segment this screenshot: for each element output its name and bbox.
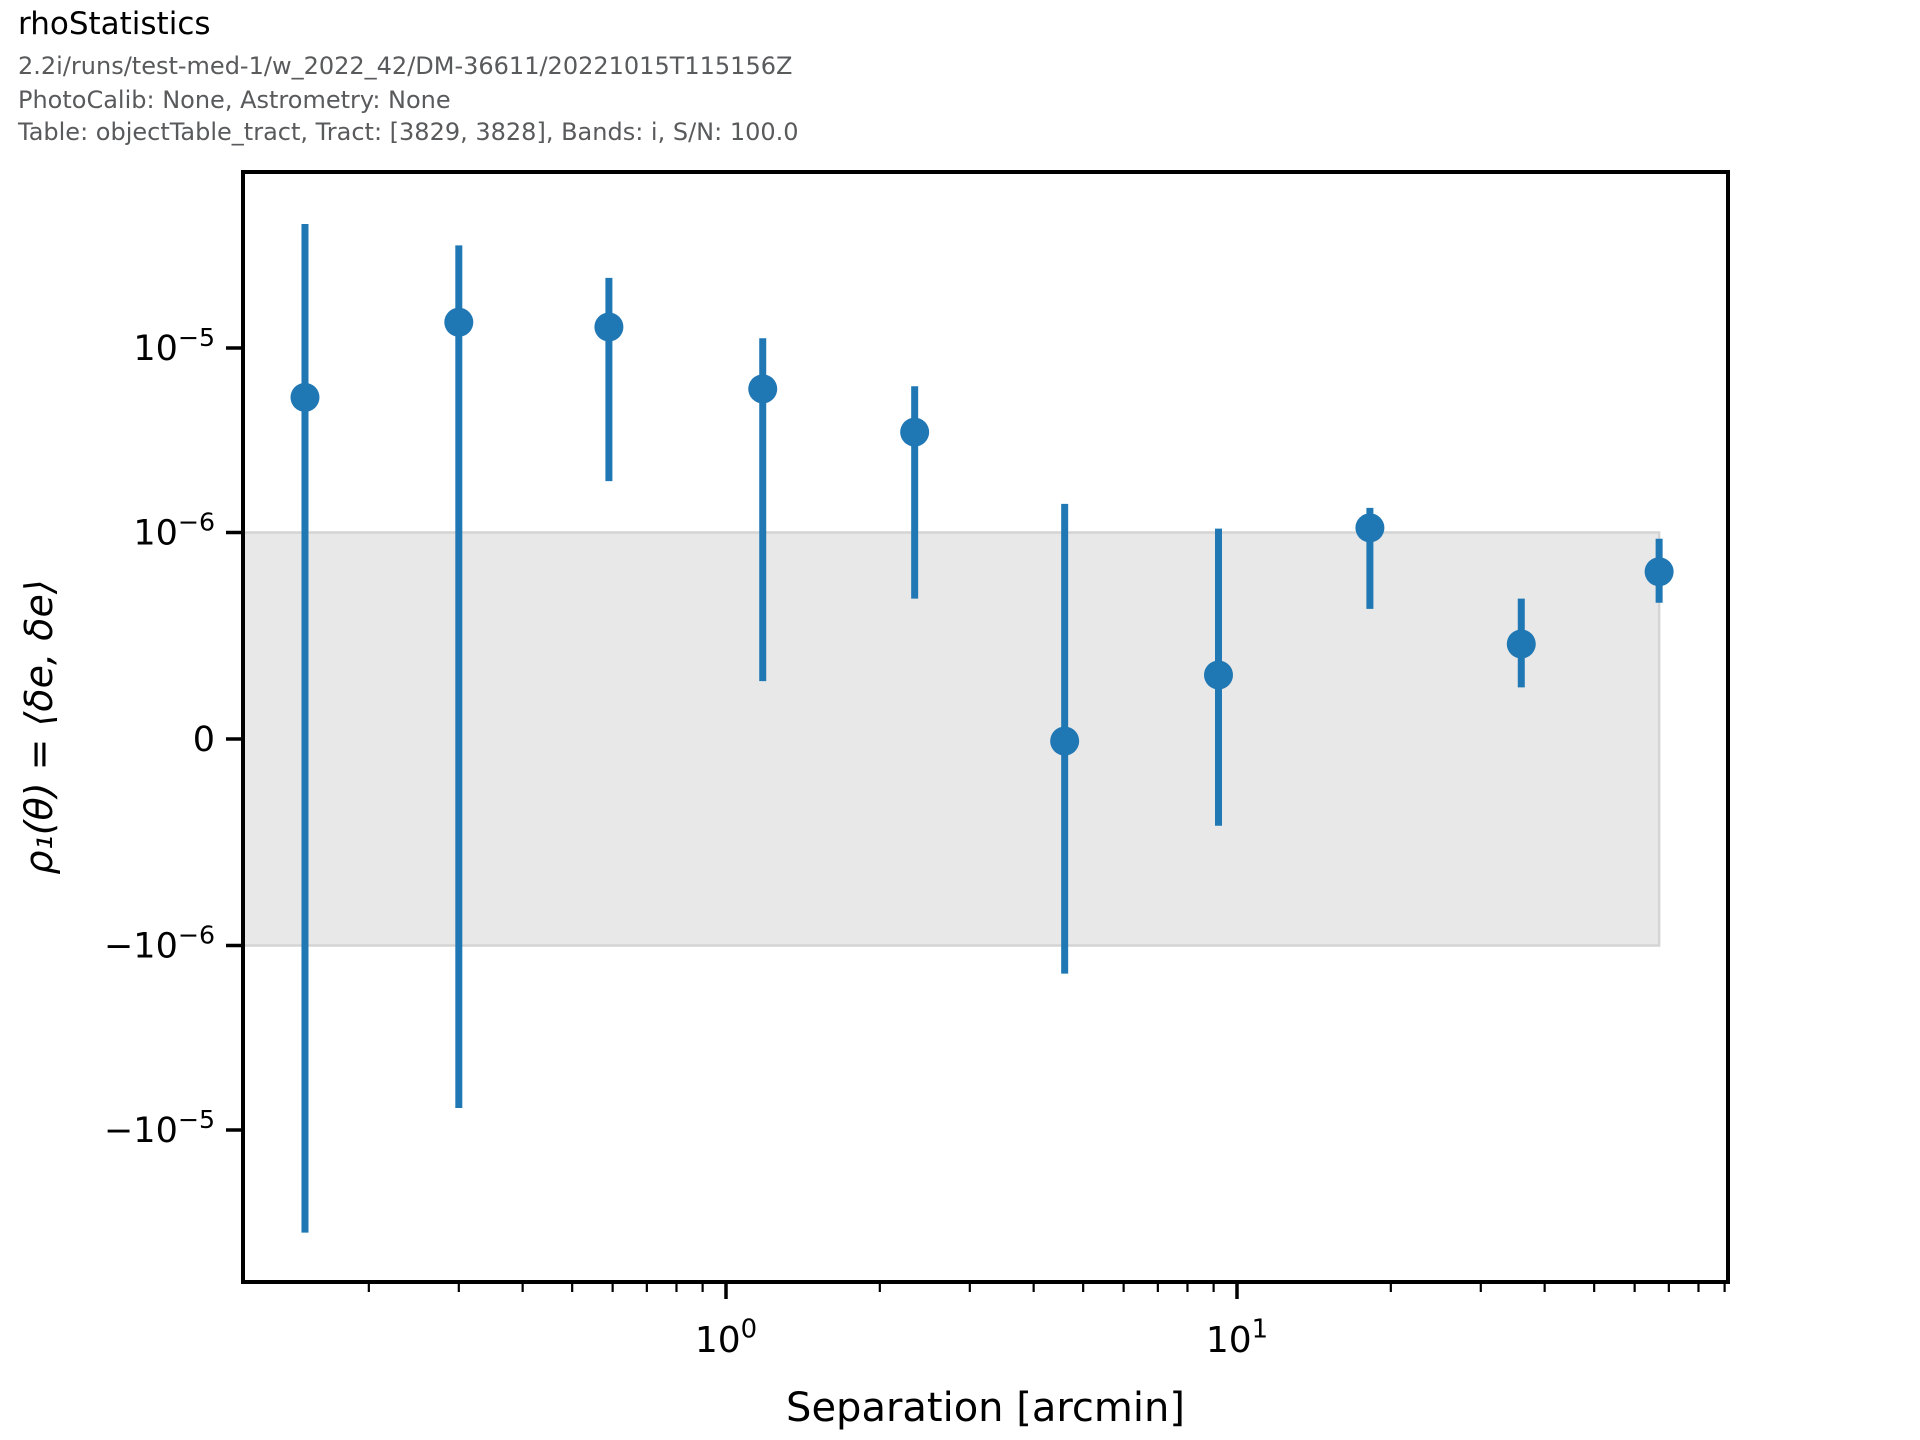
plot-frame	[241, 170, 1730, 1284]
data-point	[1203, 660, 1233, 690]
data-point	[594, 312, 624, 342]
data-point	[444, 307, 474, 337]
subtitle-run-id: 2.2i/runs/test-med-1/w_2022_42/DM-36611/…	[18, 52, 793, 80]
data-markers	[290, 307, 1674, 756]
page-title: rhoStatistics	[18, 6, 211, 42]
x-tick-label: 100	[695, 1315, 757, 1361]
data-point	[1644, 557, 1674, 587]
reference-band-rect	[241, 531, 1661, 947]
data-point	[1355, 513, 1385, 543]
data-point	[1506, 629, 1536, 659]
y-tick-label: 10−6	[133, 508, 215, 554]
data-point	[748, 374, 778, 404]
data-point	[1050, 726, 1080, 756]
axes: 100 101 10−5 10−6 0 −10−6 −10−5 Separation [arc…	[17, 170, 1730, 1431]
y-axis-label: ρ₁(θ) = ⟨δe, δe⟩	[17, 579, 61, 874]
data-point	[290, 382, 320, 412]
y-tick-label: 10−5	[133, 323, 215, 369]
subtitle-table-info: Table: objectTable_tract, Tract: [3829, …	[18, 118, 799, 146]
y-tick-label: 0	[193, 720, 215, 760]
subtitle-calib: PhotoCalib: None, Astrometry: None	[18, 86, 451, 114]
x-axis-label: Separation [arcmin]	[786, 1385, 1185, 1431]
y-tick-label: −10−6	[104, 921, 215, 967]
y-tick-label: −10−5	[104, 1105, 215, 1151]
x-tick-label: 101	[1206, 1315, 1268, 1361]
reference-band	[241, 531, 1661, 947]
data-point	[900, 417, 930, 447]
